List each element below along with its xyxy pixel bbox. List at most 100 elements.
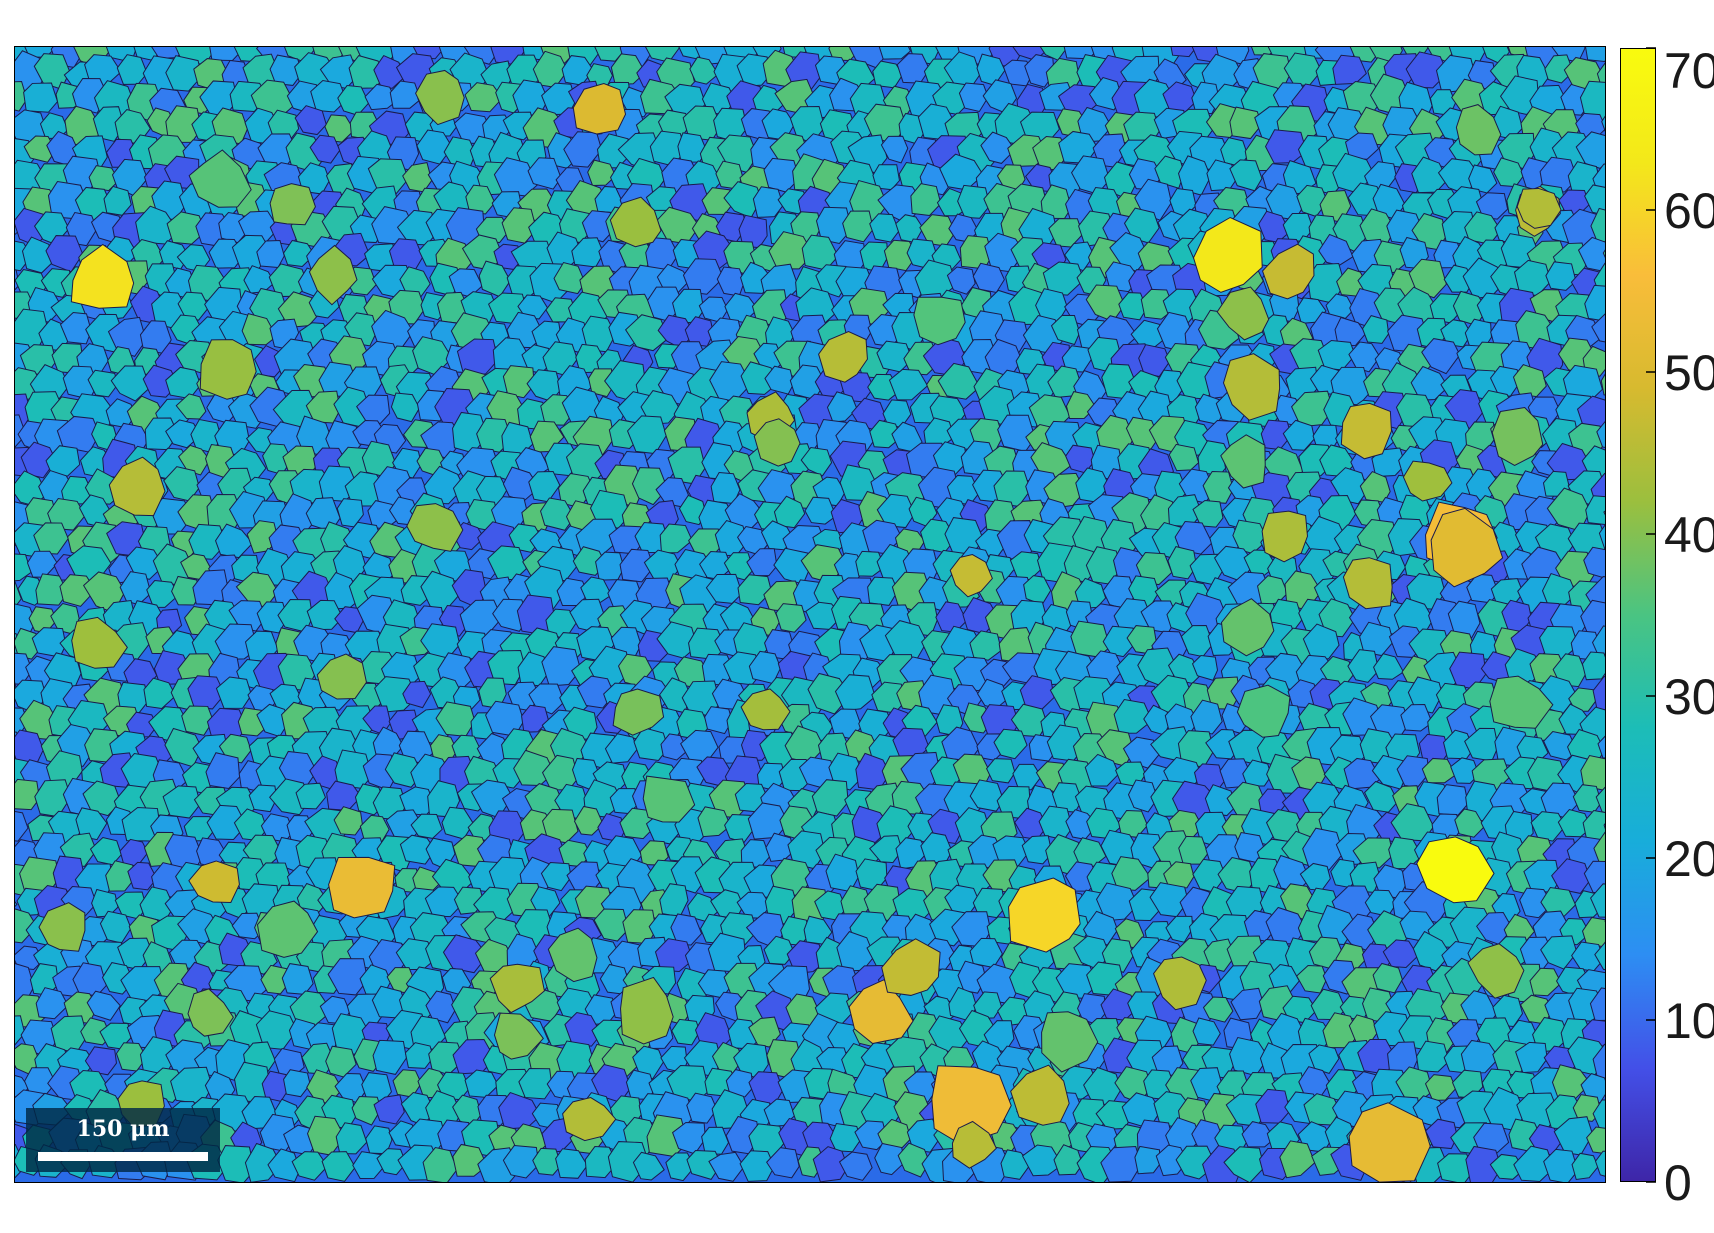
grain-cell	[1043, 472, 1086, 509]
grain-cell	[1589, 987, 1605, 1021]
grain-cell	[1592, 675, 1605, 714]
grain-cell	[389, 80, 422, 109]
colorbar-tick-label: 20	[1664, 831, 1714, 887]
grain-cell	[35, 573, 69, 606]
grain-cell	[670, 913, 703, 946]
grain-cell	[1330, 467, 1368, 505]
grain-cell	[906, 1118, 942, 1153]
grain-cell	[206, 804, 247, 841]
grain-cell	[1012, 763, 1042, 791]
grain-cell	[1591, 625, 1605, 661]
grain-cell-large	[308, 244, 358, 306]
grain-cell-large	[1342, 557, 1393, 610]
grain-cell	[985, 758, 1016, 784]
grain-cell	[1421, 338, 1461, 375]
grain-cell	[45, 445, 81, 477]
grain-cell	[584, 1146, 618, 1179]
grain-cell	[119, 838, 149, 867]
grain-cell	[1229, 106, 1263, 140]
grain-cell	[502, 365, 535, 399]
grain-cell	[686, 1092, 718, 1124]
grain-cell	[654, 938, 694, 972]
grain-cell-large	[1348, 1102, 1431, 1182]
grain-cell	[75, 807, 108, 841]
grain-cell	[686, 1150, 722, 1180]
grain-cell	[517, 294, 549, 320]
grain-cell-large	[187, 988, 234, 1037]
grain-cell-large	[913, 296, 966, 346]
grain-cell	[248, 784, 278, 813]
grain-cell	[1410, 365, 1449, 401]
grain-cell	[1372, 962, 1403, 994]
grain-cell	[162, 785, 202, 819]
grain-cell	[15, 553, 32, 582]
grain-cell-large	[740, 688, 791, 731]
grain-cell	[464, 1069, 499, 1098]
grain-cell	[283, 1069, 311, 1098]
grain-cell	[1192, 499, 1224, 528]
grain-cell	[1529, 967, 1562, 997]
grain-cell	[463, 47, 499, 65]
grain-cell	[682, 258, 724, 295]
grain-cell	[1600, 373, 1605, 396]
grain-cell	[1021, 1144, 1063, 1177]
grain-cell	[15, 901, 18, 908]
grain-cell	[82, 780, 122, 817]
grain-cell	[1204, 784, 1237, 817]
grain-cell	[281, 963, 314, 995]
grain-cell	[269, 54, 303, 86]
grain-cell	[1583, 860, 1605, 894]
grain-cell	[15, 778, 40, 811]
grain-cell	[1302, 623, 1340, 660]
grain-cell	[15, 1015, 26, 1046]
grain-cell-large	[1467, 943, 1525, 999]
grain-cell	[205, 752, 241, 790]
grain-cell	[660, 733, 689, 761]
grain-cell	[1407, 676, 1443, 714]
grain-cell	[1416, 1040, 1450, 1073]
grain-cell	[1373, 653, 1405, 680]
grain-cell-large	[188, 149, 252, 208]
grain-cell	[423, 465, 465, 505]
grain-cell	[464, 82, 503, 113]
grain-cell	[15, 580, 22, 609]
grain-cell	[576, 675, 615, 709]
grain-cell	[1580, 599, 1605, 638]
grain-cell	[1595, 786, 1605, 814]
grain-cell	[1436, 784, 1469, 816]
grain-cell	[640, 390, 681, 425]
grain-cell	[1577, 236, 1605, 273]
grain-cell	[736, 53, 772, 87]
grain-cell	[763, 935, 796, 965]
grain-cell	[143, 677, 177, 709]
grain-cell	[23, 82, 59, 113]
colorbar-tick-label: 40	[1664, 507, 1714, 563]
grain-cell	[588, 368, 615, 398]
grain-cell	[188, 523, 227, 560]
grain-cell	[306, 599, 344, 631]
grain-cell	[670, 856, 709, 894]
grain-cell-large	[1261, 243, 1315, 300]
grain-cell	[1465, 1145, 1502, 1182]
grain-cell-large	[951, 1120, 997, 1169]
grain-cell	[1585, 495, 1605, 526]
grain-cell	[269, 778, 310, 816]
grain-cell	[1318, 598, 1356, 638]
grain-cell	[325, 1045, 357, 1078]
grain-cell	[867, 576, 899, 606]
grain-cell	[335, 1122, 368, 1155]
grain-cell	[373, 1094, 405, 1125]
grain-cell	[1443, 264, 1474, 293]
grain-cell	[869, 835, 903, 864]
grain-cell	[854, 1120, 888, 1151]
grain-cell	[1111, 856, 1152, 891]
grain-cell	[1603, 510, 1605, 516]
grain-cell-large	[612, 688, 665, 736]
grain-cell	[1042, 261, 1085, 296]
grain-cell	[1154, 155, 1185, 189]
grain-cell	[1408, 258, 1447, 299]
grain-cell	[1405, 51, 1448, 89]
grain-map	[14, 46, 1606, 1183]
grain-cell	[1602, 249, 1605, 259]
grain-cell	[1576, 395, 1605, 432]
